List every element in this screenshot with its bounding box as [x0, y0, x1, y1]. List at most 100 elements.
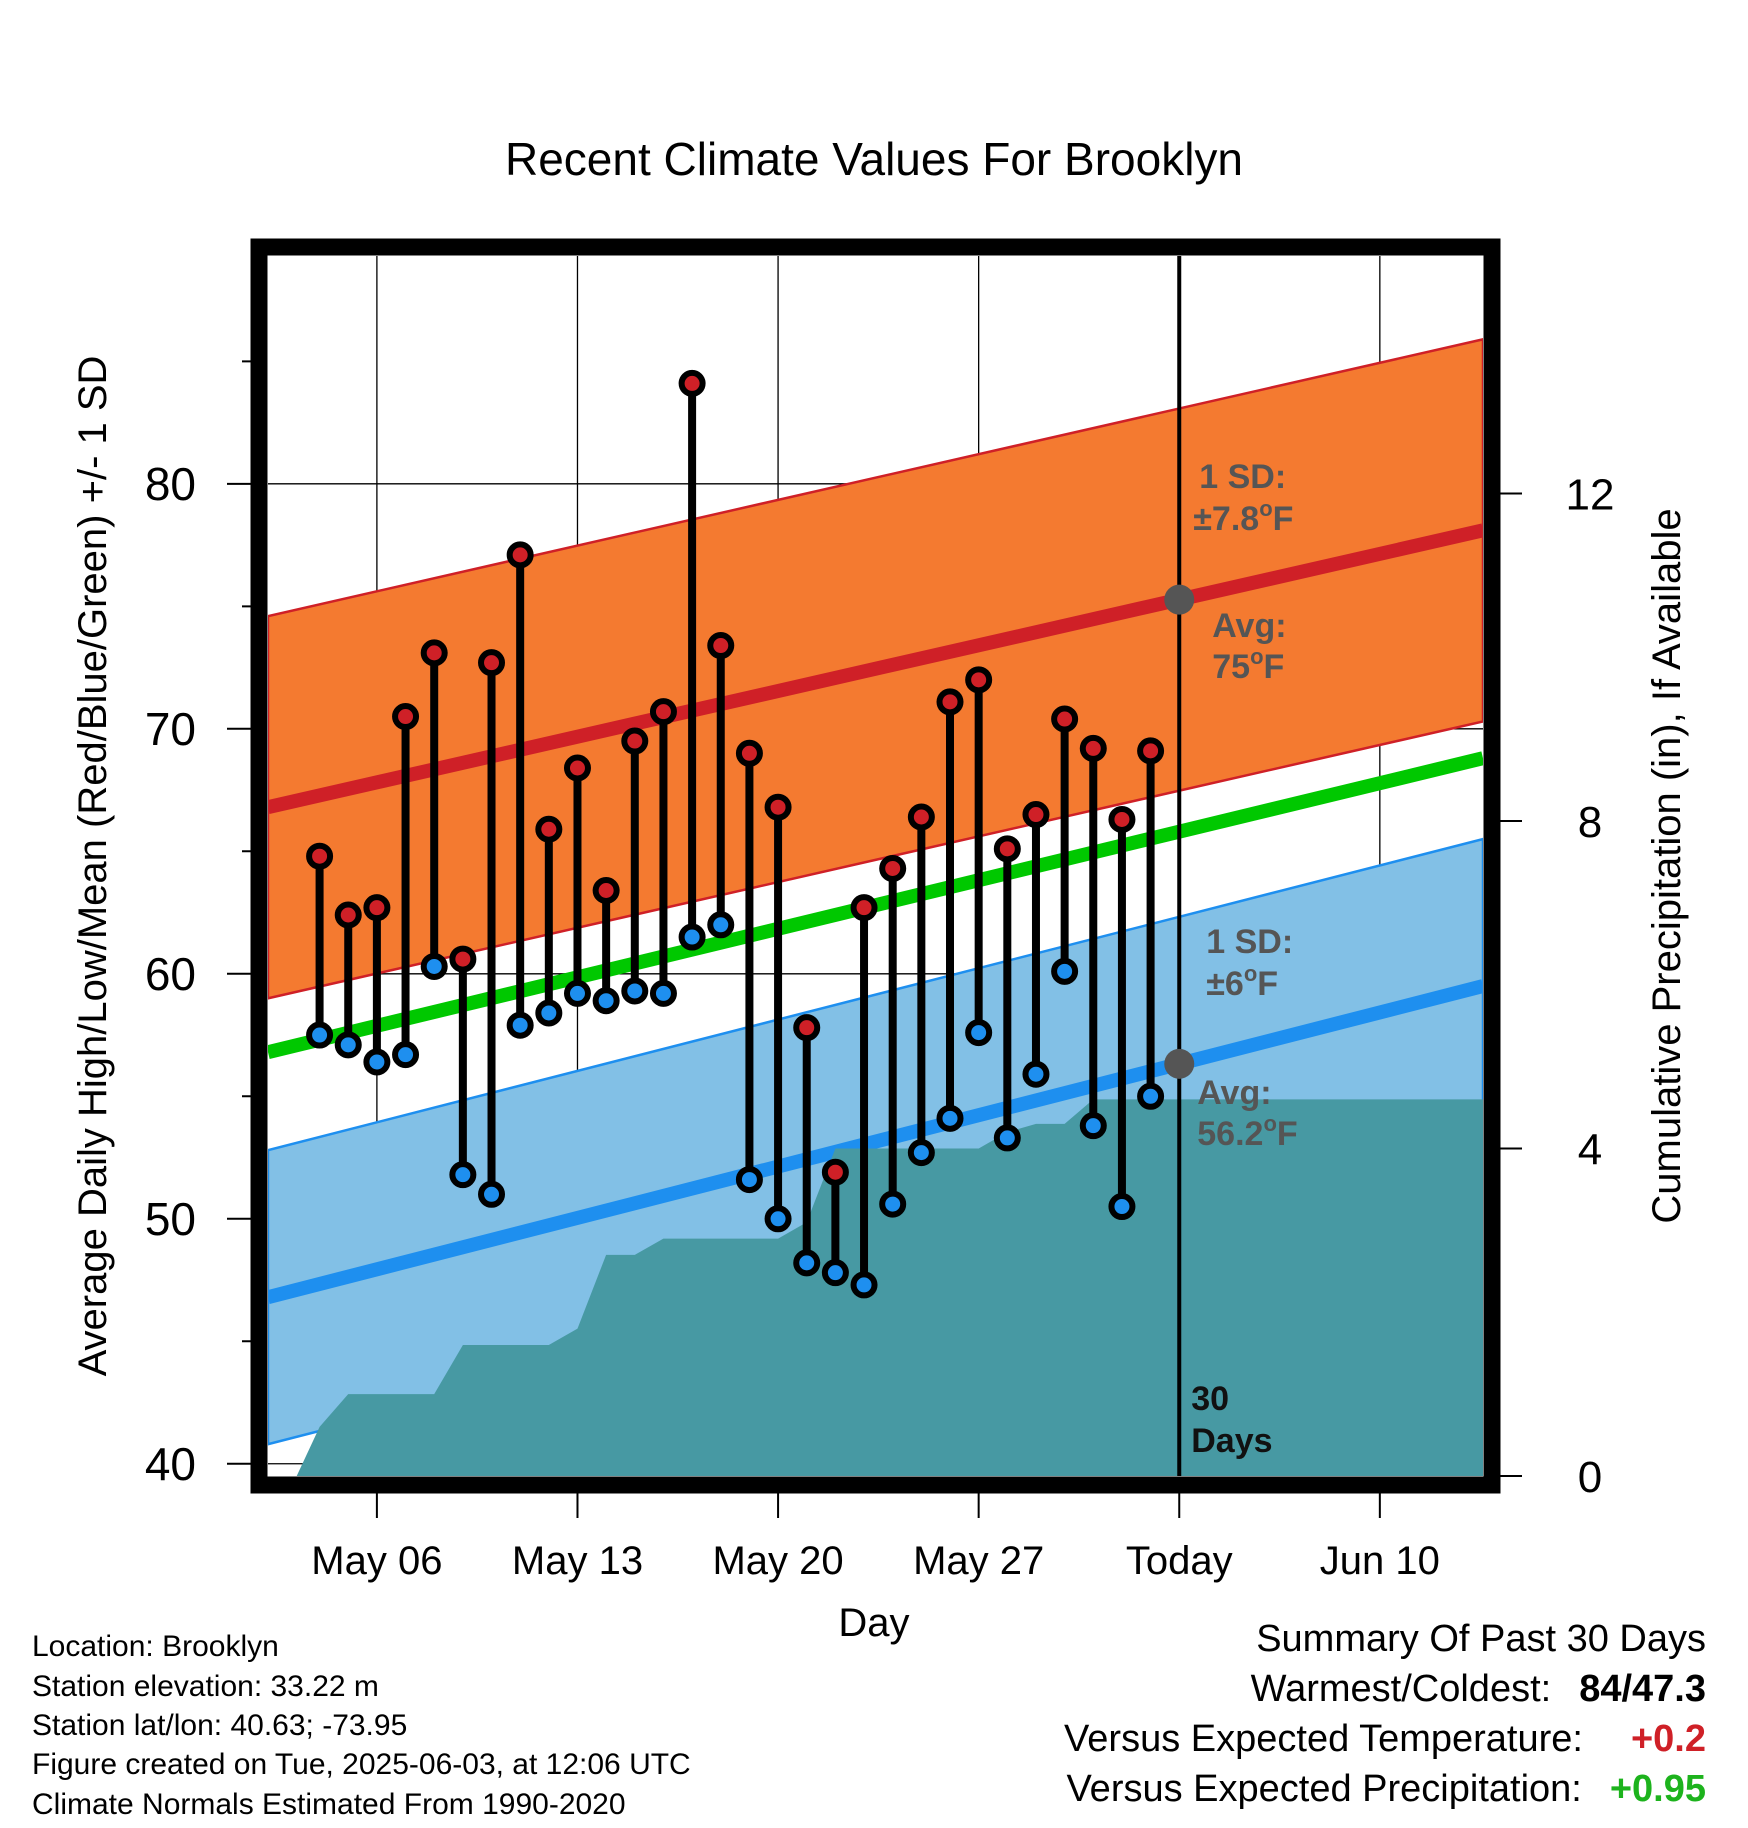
daily-low-point — [621, 977, 649, 1005]
today-high-marker — [1164, 584, 1195, 615]
low-sd-label: 1 SD: — [1206, 923, 1293, 961]
daily-low-point — [1079, 1112, 1107, 1140]
low-sd-value: ±6oF — [1206, 961, 1278, 1003]
daily-low-point — [707, 911, 735, 939]
daily-high-point — [563, 754, 591, 782]
daily-low-point — [965, 1019, 993, 1047]
precip-label: Versus Expected Precipitation: — [1066, 1768, 1582, 1810]
x-tick-label: Jun 10 — [1320, 1539, 1440, 1583]
high-sd-value: ±7.8oF — [1193, 496, 1293, 538]
y-tick-label: 70 — [145, 703, 196, 755]
daily-high-point — [707, 632, 735, 660]
y-tick-label: 80 — [145, 458, 196, 510]
daily-low-point — [850, 1271, 878, 1299]
daily-high-point — [649, 698, 677, 726]
normals-text: Climate Normals Estimated From 1990-2020 — [32, 1788, 626, 1821]
daily-high-point — [907, 803, 935, 831]
summary-warmest-row: Warmest/Coldest: 84/47.3 — [1251, 1668, 1706, 1711]
daily-high-point — [306, 842, 334, 870]
daily-high-point — [363, 894, 391, 922]
x-tick-label: May 06 — [311, 1539, 442, 1583]
daily-high-point — [621, 727, 649, 755]
warmest-label: Warmest/Coldest: — [1250, 1668, 1552, 1710]
daily-low-point — [793, 1249, 821, 1277]
days-number-label: 30 — [1191, 1380, 1229, 1418]
daily-low-point — [535, 999, 563, 1027]
daily-low-point — [363, 1048, 391, 1076]
temp-value: +0.2 — [1630, 1718, 1706, 1760]
temp-label: Versus Expected Temperature: — [1064, 1718, 1583, 1760]
y2-axis-title: Cumulative Precipitation (in), If Availa… — [1645, 508, 1689, 1223]
location-text: Location: Brooklyn — [32, 1630, 279, 1663]
chart-title: Recent Climate Values For Brooklyn — [505, 133, 1243, 185]
daily-low-point — [821, 1259, 849, 1287]
daily-high-point — [678, 369, 706, 397]
today-low-marker — [1164, 1048, 1195, 1079]
daily-high-point — [1079, 734, 1107, 762]
normal-high-line — [268, 523, 1483, 815]
high-avg-value: 75oF — [1212, 644, 1284, 686]
x-tick-label: Today — [1126, 1539, 1233, 1583]
daily-high-point — [1108, 805, 1136, 833]
daily-high-point — [793, 1014, 821, 1042]
summary-precip-row: Versus Expected Precipitation: +0.95 — [1066, 1768, 1706, 1811]
daily-high-point — [420, 639, 448, 667]
x-tick-label: May 13 — [512, 1539, 643, 1583]
daily-low-point — [563, 979, 591, 1007]
elevation-text: Station elevation: 33.22 m — [32, 1670, 379, 1703]
daily-low-point — [1051, 957, 1079, 985]
y2-tick-label: 4 — [1578, 1125, 1602, 1174]
daily-high-point — [392, 703, 420, 731]
x-tick-label: May 27 — [913, 1539, 1044, 1583]
daily-low-point — [392, 1041, 420, 1069]
daily-high-point — [506, 541, 534, 569]
low-avg-value: 56.2oF — [1197, 1111, 1297, 1153]
daily-high-point — [1051, 705, 1079, 733]
y-axis-title: Average Daily High/Low/Mean (Red/Blue/Gr… — [71, 356, 115, 1377]
daily-high-point — [478, 649, 506, 677]
daily-low-point — [1108, 1193, 1136, 1221]
days-word-label: Days — [1191, 1422, 1272, 1460]
daily-high-point — [535, 815, 563, 843]
daily-high-point — [965, 666, 993, 694]
y2-tick-label: 8 — [1578, 798, 1602, 847]
daily-high-point — [1022, 801, 1050, 829]
daily-low-point — [993, 1124, 1021, 1152]
normal-low-line — [268, 979, 1483, 1304]
daily-low-point — [936, 1104, 964, 1132]
summary-temp-row: Versus Expected Temperature: +0.2 — [1064, 1718, 1706, 1761]
daily-high-point — [879, 854, 907, 882]
daily-low-point — [649, 979, 677, 1007]
daily-low-point — [449, 1161, 477, 1189]
daily-high-point — [449, 945, 477, 973]
daily-high-point — [764, 793, 792, 821]
daily-high-point — [936, 688, 964, 716]
latlon-text: Station lat/lon: 40.63; -73.95 — [32, 1709, 408, 1742]
low-avg-label: Avg: — [1197, 1074, 1271, 1112]
daily-low-point — [1022, 1060, 1050, 1088]
precip-value: +0.95 — [1609, 1768, 1706, 1810]
daily-low-point — [506, 1011, 534, 1039]
daily-low-point — [478, 1180, 506, 1208]
y2-tick-label: 0 — [1578, 1453, 1602, 1502]
daily-high-point — [850, 894, 878, 922]
daily-high-point — [592, 876, 620, 904]
plot-frame — [250, 238, 1501, 1494]
summary-title: Summary Of Past 30 Days — [1256, 1618, 1706, 1660]
daily-high-point — [1137, 737, 1165, 765]
daily-low-point — [334, 1031, 362, 1059]
y-tick-label: 50 — [145, 1193, 196, 1245]
daily-high-point — [993, 835, 1021, 863]
y-tick-label: 60 — [145, 948, 196, 1000]
x-axis-title: Day — [838, 1601, 909, 1645]
daily-low-point — [420, 952, 448, 980]
daily-high-point — [334, 901, 362, 929]
created-text: Figure created on Tue, 2025-06-03, at 12… — [32, 1748, 691, 1781]
daily-low-point — [1137, 1082, 1165, 1110]
daily-low-point — [678, 923, 706, 951]
high-sd-label: 1 SD: — [1199, 458, 1286, 496]
warmest-value: 84/47.3 — [1579, 1668, 1706, 1710]
